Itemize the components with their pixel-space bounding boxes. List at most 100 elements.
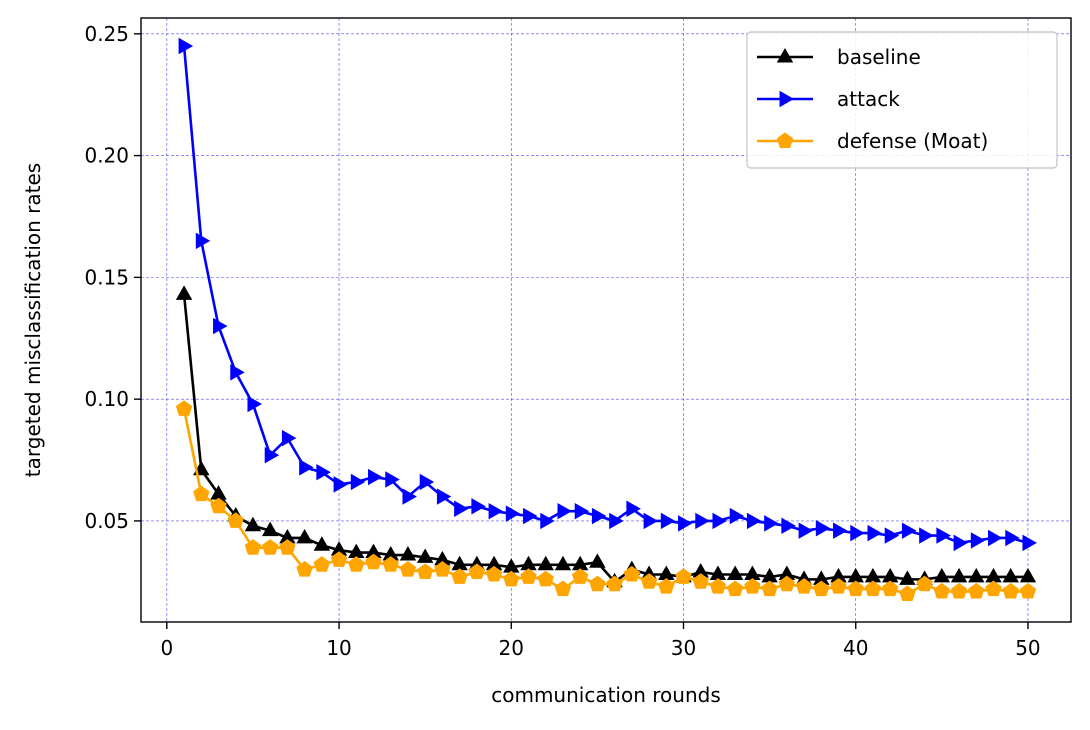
data-point	[350, 473, 366, 491]
x-tick-label: 0	[160, 636, 173, 660]
data-point	[798, 522, 814, 539]
data-point	[434, 561, 451, 577]
data-point	[660, 512, 676, 530]
data-point	[864, 580, 882, 597]
data-point	[382, 556, 399, 572]
x-axis-ticks: 0 10 20 30 40 50	[160, 622, 1041, 660]
data-point	[795, 578, 813, 594]
series-layer	[175, 37, 1037, 601]
legend-label: defense (Moat)	[837, 129, 988, 153]
data-point	[1019, 567, 1037, 583]
data-point	[485, 565, 503, 582]
data-point	[227, 512, 244, 528]
data-point	[193, 485, 210, 502]
x-tick-label: 30	[671, 636, 696, 660]
data-point	[402, 488, 417, 505]
data-point	[419, 473, 435, 491]
data-point	[658, 578, 675, 594]
data-point	[950, 567, 968, 583]
data-point	[505, 505, 521, 522]
data-point	[503, 570, 520, 587]
data-point	[523, 507, 538, 525]
data-point	[385, 471, 400, 488]
legend-label: baseline	[837, 45, 921, 69]
legend-label: attack	[837, 87, 900, 111]
data-point	[726, 580, 744, 597]
data-point	[712, 512, 727, 530]
data-point	[933, 567, 951, 583]
data-point	[695, 512, 710, 530]
data-point	[316, 463, 331, 481]
data-point	[985, 580, 1002, 597]
data-point	[557, 502, 572, 520]
data-point	[574, 502, 590, 520]
data-point	[778, 575, 796, 592]
data-point	[554, 555, 572, 571]
data-point	[833, 522, 848, 539]
data-point	[471, 498, 486, 515]
data-point	[643, 512, 659, 530]
data-point	[540, 512, 555, 530]
data-point	[606, 575, 623, 592]
data-point	[916, 575, 933, 592]
data-point	[213, 317, 228, 335]
data-point	[399, 546, 417, 561]
legend-box	[746, 31, 1058, 169]
data-point	[296, 561, 313, 577]
data-point	[781, 517, 796, 535]
x-tick-label: 50	[1015, 636, 1040, 660]
data-point	[678, 515, 693, 532]
data-point	[313, 556, 331, 572]
data-point	[244, 539, 262, 555]
data-point	[988, 529, 1003, 547]
series-2	[175, 400, 1037, 601]
data-point	[313, 536, 331, 551]
data-point	[571, 568, 589, 584]
data-point	[1019, 582, 1037, 599]
data-point	[640, 573, 658, 589]
data-point	[264, 446, 280, 464]
data-point	[468, 563, 486, 580]
data-point	[175, 400, 193, 416]
data-point	[764, 515, 779, 532]
data-point	[330, 551, 348, 567]
data-point	[1005, 529, 1020, 547]
data-point	[451, 568, 468, 584]
data-point	[830, 578, 847, 594]
data-point	[953, 534, 969, 552]
data-point	[675, 568, 692, 584]
data-point	[609, 512, 624, 530]
data-point	[175, 285, 193, 300]
data-point	[299, 459, 314, 476]
x-tick-label: 10	[326, 636, 351, 660]
data-point	[520, 568, 537, 584]
data-point	[333, 476, 349, 493]
data-point	[950, 582, 968, 599]
legend-swatch-marker	[776, 132, 794, 148]
legend-entry: attack	[757, 87, 900, 111]
data-point	[368, 468, 383, 486]
series-1	[178, 37, 1037, 552]
data-point	[968, 567, 985, 583]
data-point	[230, 364, 245, 381]
data-point	[591, 507, 607, 525]
data-point	[296, 528, 313, 544]
data-point	[968, 582, 985, 599]
data-point	[901, 522, 917, 539]
data-point	[899, 585, 916, 601]
data-point	[537, 555, 554, 571]
data-point	[623, 565, 641, 582]
plot-frame	[140, 17, 1072, 623]
data-point	[850, 524, 865, 542]
data-point	[1002, 567, 1019, 583]
data-point	[261, 539, 279, 555]
x-tick-label: 40	[843, 636, 868, 660]
y-tick-label: 0.25	[84, 22, 129, 46]
data-point	[761, 580, 778, 597]
y-axis-label: targeted misclassification rates	[21, 163, 45, 477]
data-point	[416, 548, 434, 563]
data-point	[626, 500, 641, 517]
data-point	[554, 580, 572, 597]
data-point	[589, 553, 606, 568]
